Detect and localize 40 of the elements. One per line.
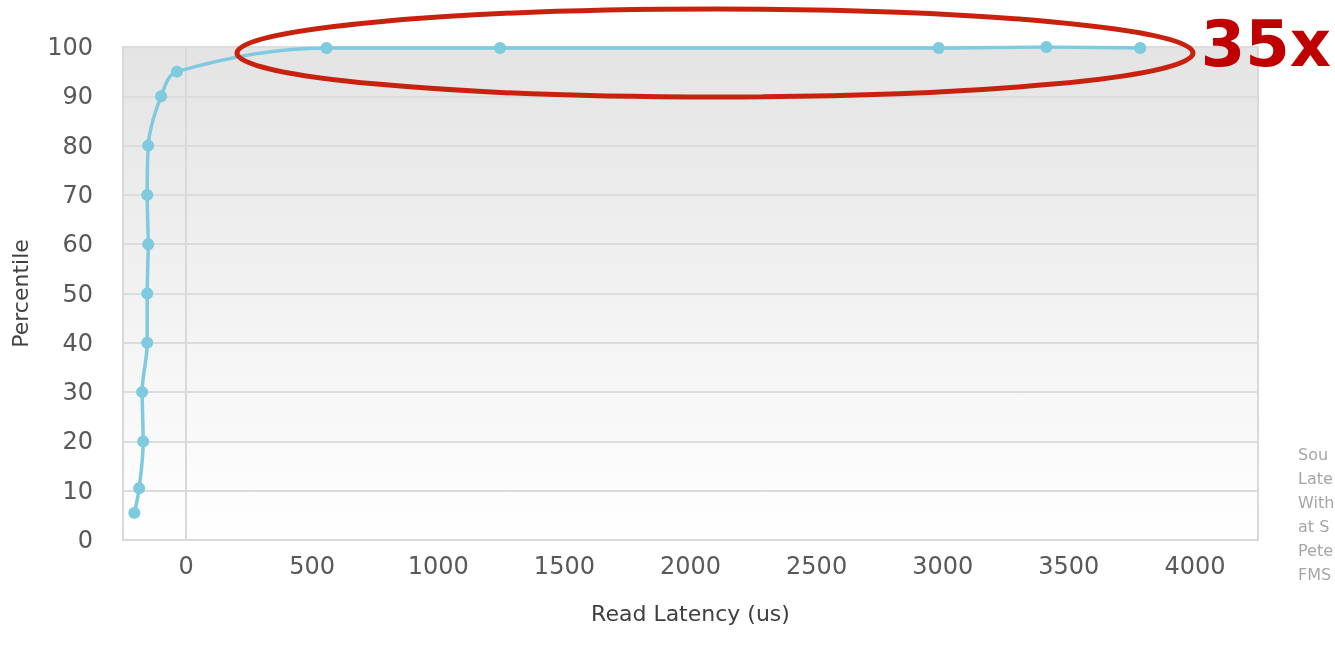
point xyxy=(136,386,149,399)
point xyxy=(133,482,146,495)
y-tick-label: 60 xyxy=(62,230,93,259)
point xyxy=(1134,41,1147,54)
y-tick-label: 90 xyxy=(62,82,93,111)
point xyxy=(141,188,154,201)
point xyxy=(137,435,150,448)
y-tick-label: 30 xyxy=(62,378,93,407)
y-tick-label: 10 xyxy=(62,476,93,505)
point xyxy=(142,238,155,251)
x-tick-label: 3500 xyxy=(1038,552,1100,580)
x-tick-label: 1000 xyxy=(407,552,469,580)
y-tick-label: 80 xyxy=(62,131,93,160)
x-tick-label: 0 xyxy=(178,552,194,580)
point xyxy=(932,41,945,54)
point xyxy=(155,90,168,103)
point xyxy=(142,139,155,152)
point xyxy=(170,65,183,78)
y-tick-label: 50 xyxy=(62,279,93,308)
y-tick-label: 20 xyxy=(62,427,93,456)
y-tick-label: 40 xyxy=(62,328,93,357)
annotation: 35x xyxy=(1200,7,1331,81)
y-axis-title: Percentile xyxy=(7,239,33,348)
x-tick-label: 3000 xyxy=(912,552,974,580)
x-tick-label: 4000 xyxy=(1164,552,1226,580)
x-tick-label: 1500 xyxy=(533,552,595,580)
x-axis-title: Read Latency (us) xyxy=(591,600,790,626)
y-tick-label: 70 xyxy=(62,180,93,209)
point xyxy=(320,41,333,54)
y-tick-label: 100 xyxy=(47,33,93,61)
point xyxy=(128,506,141,519)
point xyxy=(141,287,154,300)
x-tick-label: 2000 xyxy=(659,552,722,580)
x-tick-label: 500 xyxy=(289,552,336,580)
y-tick-label: 0 xyxy=(77,526,93,554)
x-tick-label: 2500 xyxy=(786,552,848,580)
point xyxy=(494,41,507,54)
text: Sou Late With at S Pete FMS xyxy=(1298,444,1335,584)
point xyxy=(1040,41,1053,53)
point xyxy=(141,336,154,349)
